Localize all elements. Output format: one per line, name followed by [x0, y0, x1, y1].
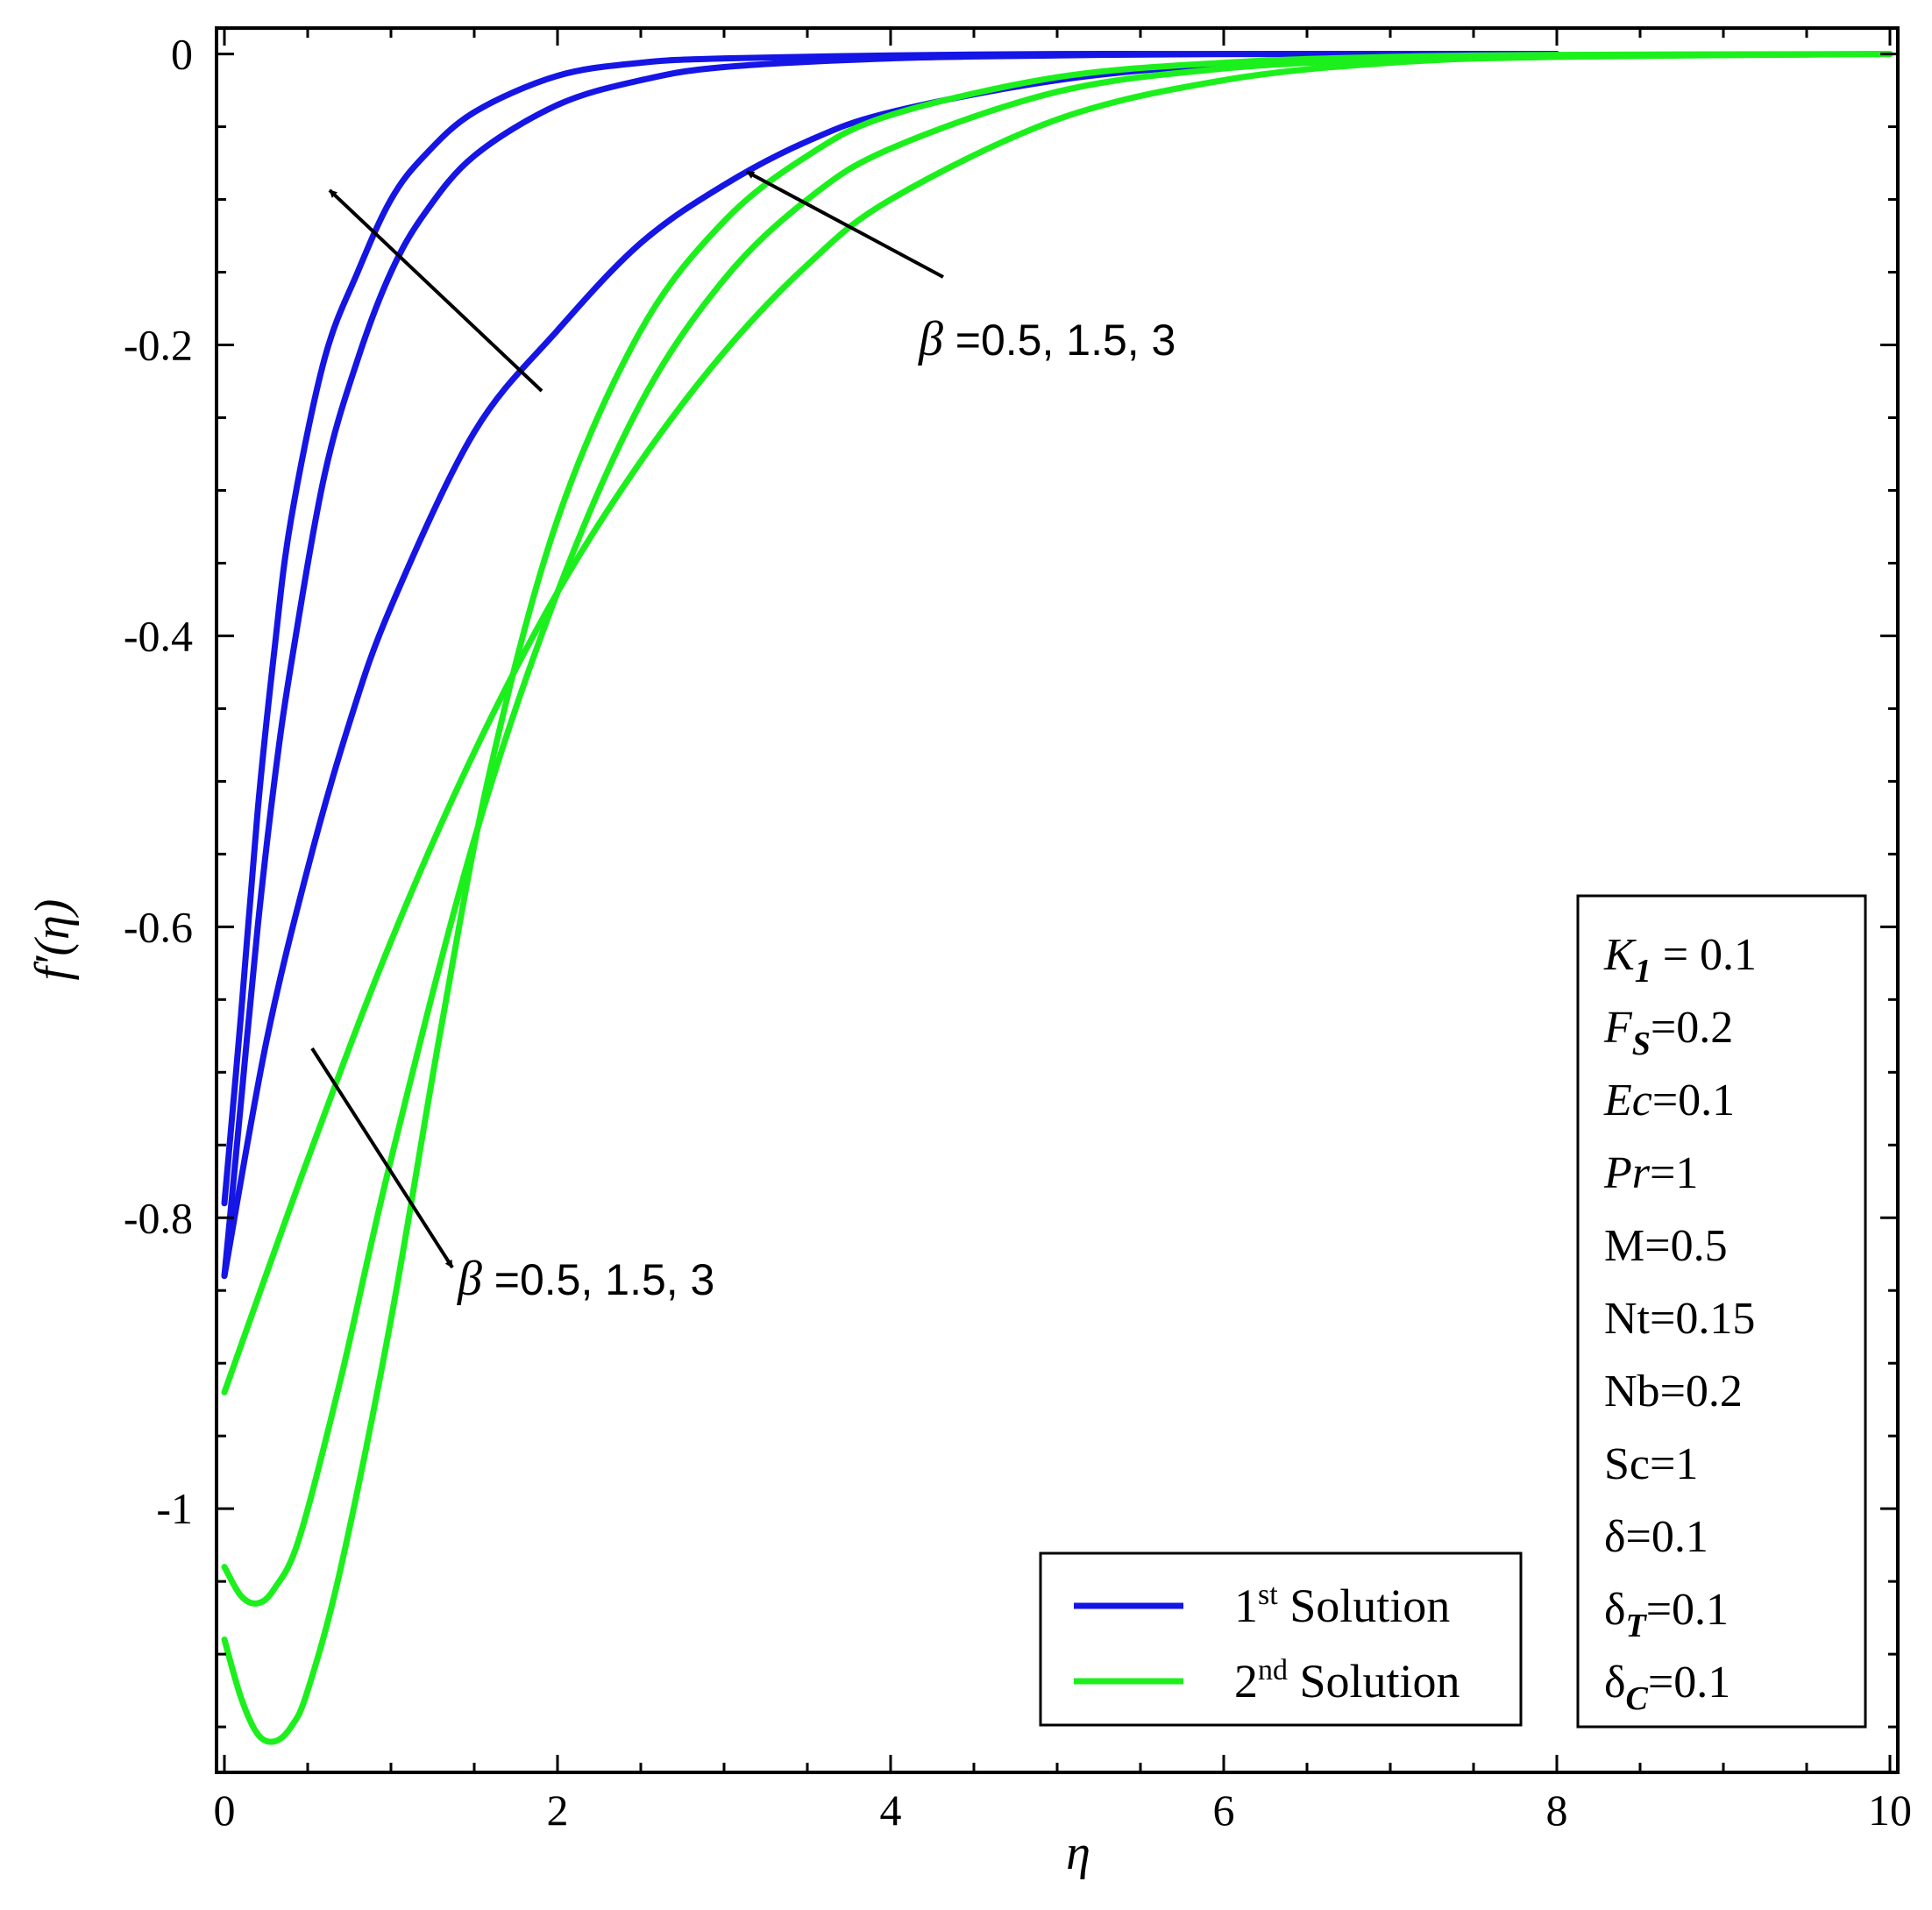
x-tick-label: 0 [214, 1786, 236, 1835]
series-layer [221, 50, 1893, 1745]
legend-label-2nd: 2nd Solution [1234, 1654, 1460, 1708]
y-tick-label: -1 [156, 1484, 193, 1533]
parameter-name: K [1603, 930, 1637, 980]
parameter-name: Nt [1604, 1294, 1651, 1344]
parameter-name: Sc [1604, 1439, 1650, 1489]
x-tick-label: 6 [1213, 1786, 1235, 1835]
parameter-value: =1 [1650, 1439, 1698, 1489]
series-line-2nd-beta-1_5 [221, 51, 1893, 1607]
parameter-value: =0.15 [1650, 1294, 1755, 1344]
x-axis-label: η [1066, 1826, 1090, 1880]
parameter-subscript: T [1626, 1608, 1648, 1644]
parameter-value: =0.1 [1646, 1585, 1729, 1635]
parameter-box [1576, 894, 1867, 1729]
parameter-name: M [1604, 1221, 1644, 1271]
y-tick-label: -0.6 [124, 902, 193, 951]
parameter-item: Pr=1 [1603, 1148, 1698, 1198]
parameter-item: Nb=0.2 [1604, 1367, 1743, 1417]
x-tick-label: 8 [1546, 1786, 1568, 1835]
x-tick-label: 2 [547, 1786, 569, 1835]
annotation-arrow-lower [310, 1047, 454, 1269]
annotation-arrow-upper-right [746, 170, 944, 279]
parameter-subscript: C [1626, 1680, 1649, 1717]
legend-label-1st: 1st Solution [1234, 1579, 1450, 1632]
parameter-item: Nt=0.15 [1604, 1294, 1755, 1344]
series-line-1st-beta-1_5 [221, 50, 1560, 1280]
parameter-item: M=0.5 [1604, 1221, 1728, 1271]
series-line-1st-beta-3 [221, 51, 1560, 1280]
legend: 1st Solution 2nd Solution [1039, 1551, 1523, 1727]
parameter-item: Ec=0.1 [1603, 1076, 1735, 1125]
parameter-subscript: S [1632, 1026, 1651, 1062]
y-axis-label: f′(η) [25, 899, 80, 981]
parameter-item: δ=0.1 [1604, 1512, 1708, 1562]
parameter-value: =0.2 [1660, 1367, 1743, 1417]
y-tick-label: 0 [171, 30, 193, 79]
parameter-item: K1 = 0.1 [1603, 930, 1757, 990]
parameter-item: FS=0.2 [1603, 1003, 1733, 1062]
parameter-name: δ [1604, 1585, 1626, 1635]
parameter-item: δC=0.1 [1604, 1658, 1730, 1717]
y-tick-label: -0.2 [124, 321, 193, 370]
parameter-value: =0.2 [1651, 1003, 1733, 1053]
parameter-name: Ec [1603, 1076, 1652, 1125]
parameter-item: δT=0.1 [1604, 1585, 1729, 1644]
annotation-beta-lower: β =0.5, 1.5, 3 [457, 1252, 714, 1306]
parameter-value: =0.1 [1648, 1658, 1730, 1708]
x-tick-label: 4 [880, 1786, 902, 1835]
parameter-list: K1 = 0.1FS=0.2Ec=0.1Pr=1M=0.5Nt=0.15Nb=0… [1603, 930, 1757, 1717]
parameter-value: =0.5 [1644, 1221, 1727, 1271]
x-tick-label: 10 [1868, 1786, 1912, 1835]
parameter-name: δ [1604, 1512, 1626, 1562]
annotation-beta-upper: β =0.5, 1.5, 3 [918, 312, 1176, 366]
parameter-name: δ [1604, 1658, 1626, 1708]
parameter-item: Sc=1 [1604, 1439, 1698, 1489]
annotation-arrow-upper-left [328, 188, 543, 393]
parameter-name: Pr [1603, 1148, 1651, 1198]
parameter-subscript: 1 [1635, 953, 1651, 990]
parameter-name: F [1603, 1003, 1633, 1053]
ticks-layer: 0 2 4 6 8 10 0 -0.2 -0.4 -0.6 -0.8 -1 [124, 28, 1912, 1835]
parameter-value: =0.1 [1652, 1076, 1735, 1125]
series-line-2nd-beta-3 [221, 51, 1893, 1745]
legend-box [1039, 1551, 1523, 1727]
parameter-name: Nb [1604, 1367, 1660, 1417]
y-tick-label: -0.4 [124, 611, 193, 660]
parameter-value: =1 [1650, 1148, 1698, 1198]
parameter-value: =0.1 [1626, 1512, 1708, 1562]
y-tick-label: -0.8 [124, 1193, 193, 1242]
parameter-value: = 0.1 [1651, 930, 1757, 980]
